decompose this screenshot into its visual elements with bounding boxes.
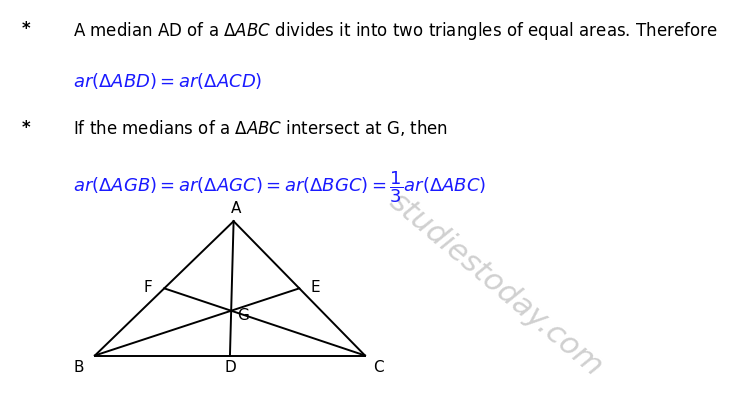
Text: $ar(\Delta ABD) = ar(\Delta ACD)$: $ar(\Delta ABD) = ar(\Delta ACD)$ [73, 71, 262, 91]
Text: If the medians of a $\it{\Delta ABC}$ intersect at G, then: If the medians of a $\it{\Delta ABC}$ in… [73, 118, 448, 139]
Text: A: A [231, 201, 242, 216]
Text: E: E [310, 280, 320, 295]
Text: *: * [22, 20, 31, 38]
Text: D: D [224, 360, 236, 375]
Text: B: B [74, 360, 84, 375]
Text: studiestoday.com: studiestoday.com [384, 187, 609, 382]
Text: C: C [373, 360, 383, 375]
Text: F: F [144, 280, 153, 295]
Text: G: G [237, 308, 249, 324]
Text: *: * [22, 118, 31, 137]
Text: $ar(\Delta AGB) = ar(\Delta AGC) = ar(\Delta BGC) = \dfrac{1}{3}ar(\Delta ABC)$: $ar(\Delta AGB) = ar(\Delta AGC) = ar(\D… [73, 170, 486, 205]
Text: A median AD of a $\it{\Delta ABC}$ divides it into two triangles of equal areas.: A median AD of a $\it{\Delta ABC}$ divid… [73, 20, 718, 42]
